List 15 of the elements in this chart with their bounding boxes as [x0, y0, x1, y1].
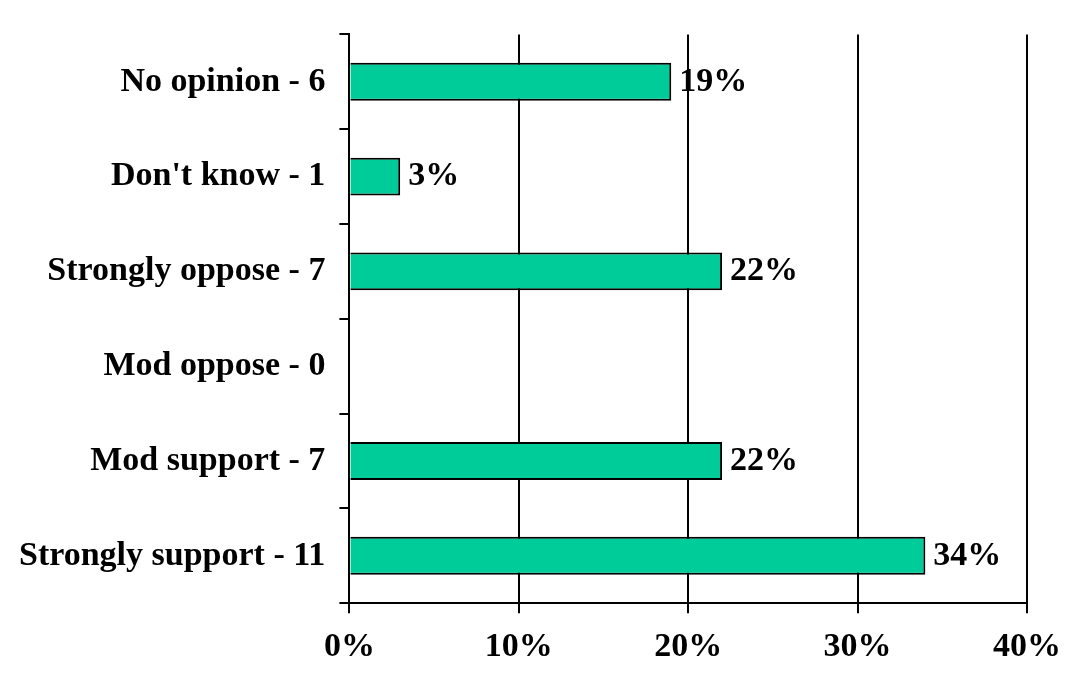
- y-tick-label: Mod support - 7: [90, 439, 326, 477]
- x-tick-label: 20%: [654, 626, 723, 664]
- x-tick-label: 40%: [993, 626, 1061, 664]
- x-tick-label: 30%: [823, 626, 892, 664]
- y-tick-label: No opinion - 6: [120, 60, 326, 98]
- y-tick-label: Mod oppose - 0: [103, 344, 326, 382]
- y-tick-label: Strongly oppose - 7: [47, 250, 326, 288]
- data-label: 22%: [730, 439, 799, 477]
- x-tick-label: 0%: [323, 626, 375, 664]
- y-tick-label: Don't know - 1: [110, 155, 326, 193]
- data-label: 3%: [408, 155, 460, 193]
- x-tick-label: 10%: [484, 626, 553, 664]
- y-tick-label: Strongly support - 11: [18, 534, 326, 572]
- data-label: 22%: [730, 250, 799, 288]
- data-label: 34%: [933, 534, 1002, 572]
